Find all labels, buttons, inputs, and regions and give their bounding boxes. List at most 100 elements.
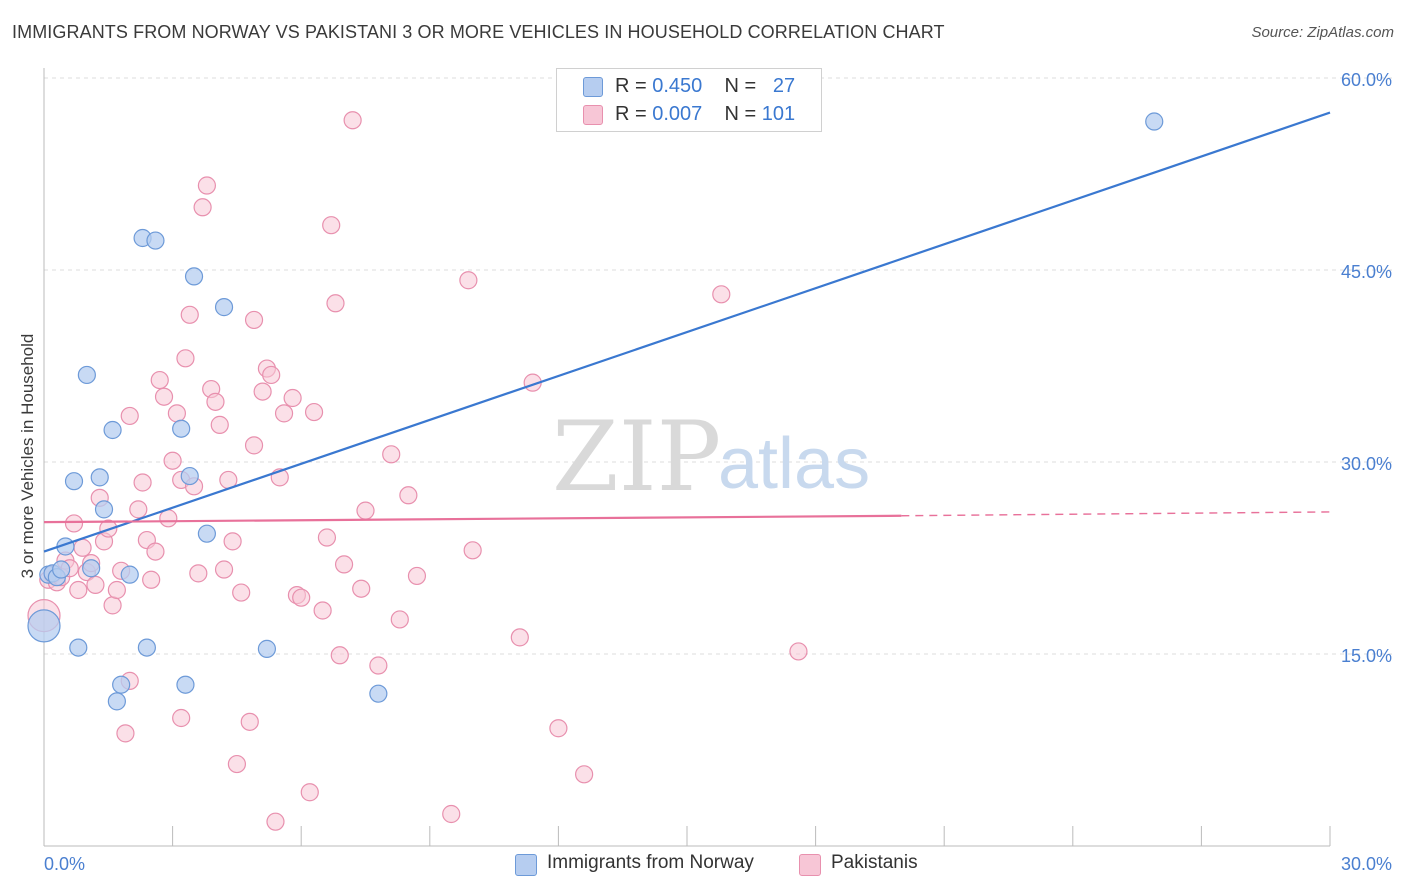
norway-point [1145,112,1164,131]
legend-norway-text: R = 0.450 N = 27 [615,75,795,98]
norway-point [52,560,71,579]
r-label: R = [615,75,653,97]
pakistani-point [407,566,427,586]
norway-point [82,559,101,578]
r-value: 0.007 [652,103,703,125]
norway-point [64,472,84,491]
pakistani-point [159,509,178,528]
norway-point [369,684,388,703]
pakistani-trend-line-extension [901,511,1331,517]
bottom-legend-pakistani-label: Pakistanis [831,852,918,873]
pakistani-point [369,656,388,675]
pakistani-point [463,541,482,560]
pakistani-point [107,580,126,600]
pakistani-point [163,451,182,470]
norway-point [112,675,131,694]
pakistani-point [193,198,212,217]
pakistani-point [326,294,345,313]
pakistani-point [232,583,251,602]
pakistani-point [399,486,418,505]
data-points [27,111,1164,831]
n-value: 27 [772,75,796,97]
norway-point [184,267,204,286]
norway-point [176,675,195,694]
pakistani-point [510,628,529,647]
pakistani-point [146,542,165,561]
pakistani-point [180,305,199,324]
pakistani-point [343,111,362,130]
pakistani-point [73,538,92,557]
pakistani-point [69,580,88,600]
pakistani-point [266,812,285,831]
pakistani-point [304,402,324,422]
r-label: R = [615,103,653,125]
norway-point [69,638,88,657]
watermark-zip: ZIP [552,401,721,513]
pakistani-point [197,176,216,195]
pakistani-point [253,382,272,401]
pakistani-point [244,310,264,330]
pakistani-point [240,712,259,731]
legend-pakistani-text: R = 0.007 N = 101 [615,103,795,126]
pakistani-point [120,406,139,426]
y-tick-label: 45.0% [1341,262,1392,282]
norway-point [107,692,126,711]
norway-point [197,524,216,543]
pakistani-point [227,754,246,774]
norway-swatch [583,77,603,97]
pakistani-point [103,596,122,615]
pakistani-point [176,349,195,368]
pakistani-point [712,285,731,304]
pakistani-point [150,370,169,390]
pakistani-point [189,564,208,583]
pakistani-swatch [583,105,603,125]
pakistani-point [317,528,337,547]
trend-lines [43,111,1331,553]
n-label: N = [724,75,762,97]
pakistani-point [789,642,808,661]
pakistani-point [334,555,354,574]
norway-point [257,639,277,658]
pakistani-point [167,404,186,423]
pakistani-point [133,473,152,492]
pakistani-point [223,532,242,551]
norway-swatch [515,854,537,876]
pakistani-point [262,365,281,385]
pakistani-point [390,610,409,629]
pakistani-point [459,271,478,290]
pakistani-point [64,514,84,533]
pakistani-point [356,501,375,520]
watermark-atlas: atlas [718,424,870,504]
stats-legend: R = 0.450 N = 27 R = 0.007 N = 101 [556,68,822,132]
n-value: 101 [761,103,796,125]
pakistani-point [292,588,311,607]
norway-point [146,231,165,250]
pakistani-point [214,560,234,579]
gridlines [44,77,1394,655]
y-tick-label: 15.0% [1341,646,1392,666]
pakistani-point [154,387,174,406]
pakistani-point [330,646,349,665]
r-value: 0.450 [652,75,703,97]
pakistani-point [549,719,568,738]
pakistani-point [116,724,135,743]
norway-point [120,565,139,584]
pakistani-trend-line [43,514,902,524]
norway-point [214,298,234,317]
norway-trend-line [43,111,1331,553]
y-tick-label: 30.0% [1341,454,1392,474]
pakistani-point [274,404,294,423]
pakistani-point [129,500,148,519]
bottom-legend-norway-label: Immigrants from Norway [547,852,754,873]
pakistani-point [206,392,225,411]
y-tick-labels: 15.0% 30.0% 45.0% 60.0% [1341,70,1392,666]
norway-point [137,638,156,657]
pakistani-point [244,436,264,455]
pakistani-swatch [799,854,821,876]
pakistani-point [322,216,341,235]
source-label: Source: ZipAtlas.com [1251,24,1394,41]
pakistani-point [352,579,371,598]
pakistani-point [575,765,594,784]
norway-point [94,500,114,519]
